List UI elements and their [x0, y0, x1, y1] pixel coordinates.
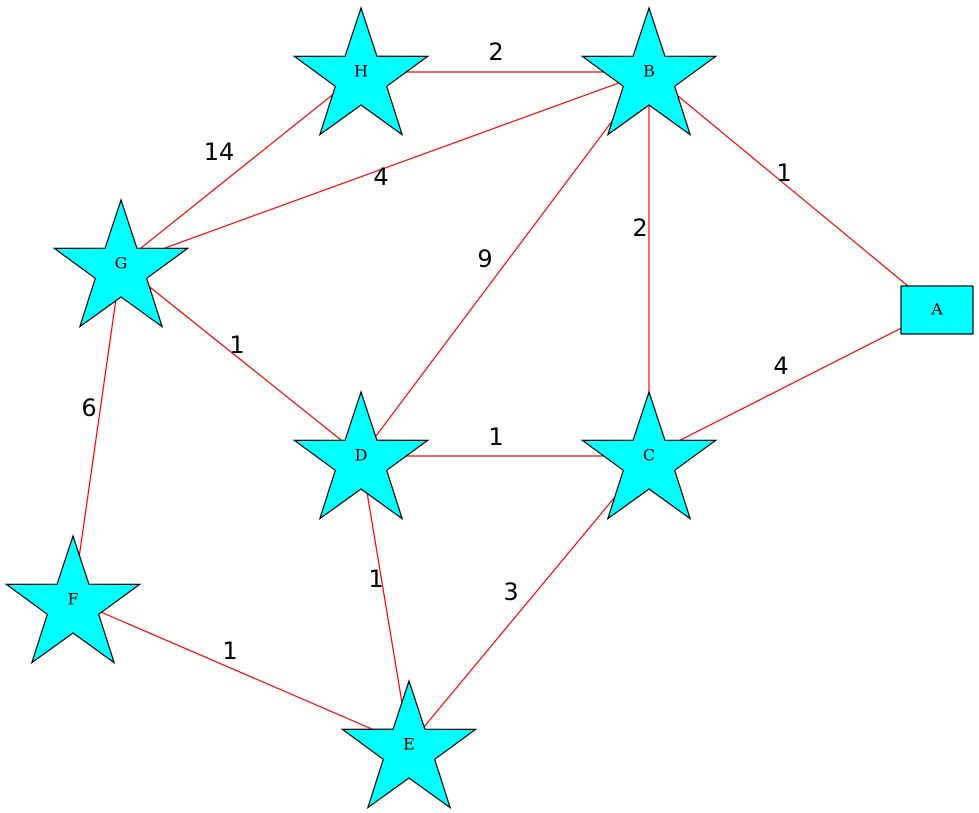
star-shape [580, 6, 718, 137]
edge-c-a [648, 309, 938, 457]
node-label: H [354, 62, 368, 81]
box-shape [900, 285, 974, 335]
edge-weight-e-c: 3 [503, 578, 518, 606]
node-h: H [292, 6, 430, 137]
node-a: A [900, 285, 974, 335]
star-shape [580, 390, 718, 521]
star-shape [4, 534, 142, 665]
edge-weight-d-b: 9 [477, 245, 492, 273]
node-label: E [403, 735, 415, 754]
nodes-layer: A B C D E F G H [4, 6, 974, 810]
node-label: F [67, 590, 78, 609]
edge-weight-f-e: 1 [222, 637, 237, 665]
edge-b-a [648, 71, 938, 311]
node-label: A [930, 300, 943, 319]
node-c: C [580, 390, 718, 521]
edge-g-h [120, 71, 362, 265]
edge-weight-g-h: 14 [204, 138, 235, 166]
edge-d-e [360, 455, 410, 746]
edge-weight-b-c: 2 [632, 214, 647, 242]
node-b: B [580, 6, 718, 137]
edges-layer [72, 71, 938, 746]
star-shape [292, 390, 430, 521]
node-f: F [4, 534, 142, 665]
node-label: D [355, 446, 368, 465]
edge-g-d [120, 263, 362, 457]
edge-weight-h-b: 2 [488, 38, 503, 66]
node-d: D [292, 390, 430, 521]
star-shape [52, 198, 190, 329]
edge-weight-c-a: 4 [773, 352, 788, 380]
star-shape [340, 679, 478, 810]
node-label: C [643, 446, 655, 465]
node-g: G [52, 198, 190, 329]
edge-weight-d-e: 1 [368, 565, 383, 593]
star-shape [292, 6, 430, 137]
node-e: E [340, 679, 478, 810]
node-label: B [643, 62, 655, 81]
edge-weight-g-d: 1 [229, 331, 244, 359]
edge-weight-b-a: 1 [776, 159, 791, 187]
edge-d-b [360, 71, 650, 457]
node-label: G [115, 254, 128, 273]
edge-weight-d-c: 1 [488, 423, 503, 451]
edge-g-b [120, 71, 650, 265]
edge-f-e [72, 599, 410, 746]
edge-g-f [72, 263, 122, 601]
edge-weight-g-f: 6 [81, 394, 96, 422]
edge-e-c [408, 455, 650, 746]
edge-weight-g-b: 4 [373, 163, 388, 191]
